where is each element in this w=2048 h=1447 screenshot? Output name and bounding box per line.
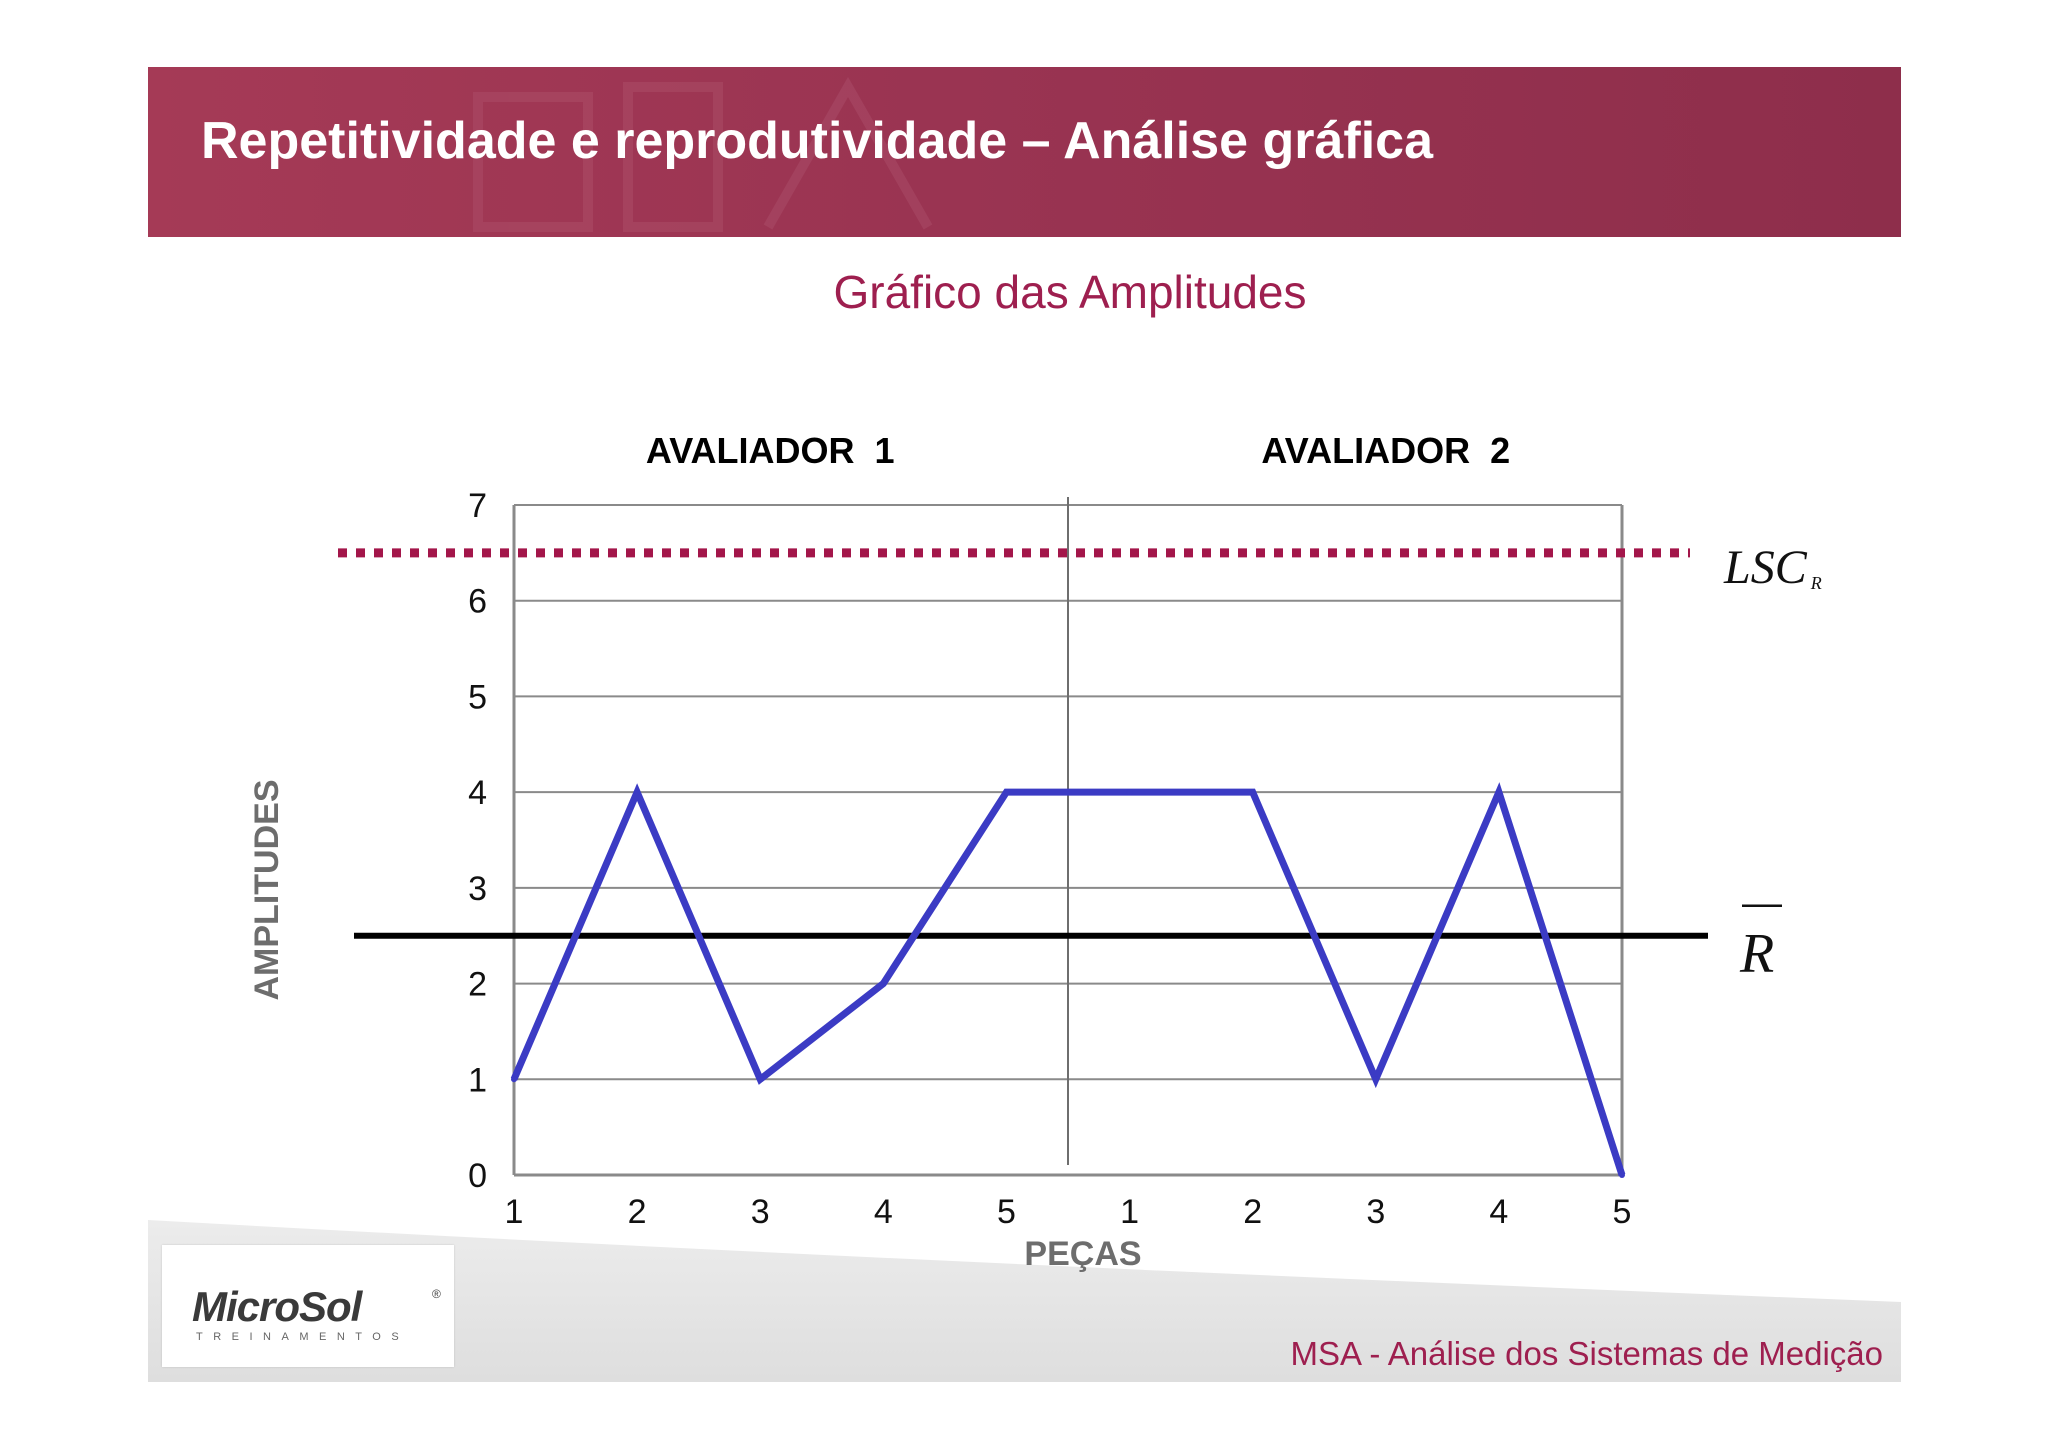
x-tick-label: 2 (628, 1193, 647, 1231)
y-tick-label: 3 (468, 870, 487, 908)
x-tick-label: 1 (1120, 1193, 1139, 1231)
y-tick-label: 0 (468, 1157, 487, 1195)
x-tick-label: 5 (997, 1193, 1016, 1231)
logo-name: MicroSol (192, 1283, 362, 1330)
logo-registered-mark: ® (432, 1287, 441, 1301)
x-tick-label: 3 (751, 1193, 770, 1231)
y-tick-label: 1 (468, 1061, 487, 1099)
footer-caption: MSA - Análise dos Sistemas de Medição (1290, 1335, 1883, 1372)
y-tick-label: 4 (468, 774, 487, 812)
data-point (1003, 789, 1010, 796)
group-label: AVALIADOR 2 (1261, 430, 1510, 471)
data-point (1126, 789, 1133, 796)
data-point (757, 1076, 764, 1083)
data-point (1495, 789, 1502, 796)
data-point (634, 789, 641, 796)
data-point (511, 1076, 517, 1083)
page-title: Repetitividade e reprodutividade – Análi… (201, 112, 1434, 170)
y-axis-label: AMPLITUDES (248, 780, 286, 1001)
x-tick-label: 4 (874, 1193, 893, 1231)
x-tick-label: 3 (1366, 1193, 1385, 1231)
header-watermark (473, 76, 933, 232)
x-tick-label: 1 (505, 1193, 524, 1231)
header-bar: Repetitividade e reprodutividade – Análi… (148, 67, 1901, 237)
group-label: AVALIADOR 1 (646, 430, 895, 471)
x-tick-label: 2 (1243, 1193, 1262, 1231)
data-point (1372, 1076, 1379, 1083)
y-tick-label: 2 (468, 966, 487, 1004)
data-point (880, 980, 887, 987)
series-line (510, 782, 1626, 1177)
logo: MicroSol ® TREINAMENTOS (162, 1245, 454, 1367)
x-tick-label: 5 (1613, 1193, 1632, 1231)
data-point (1249, 789, 1256, 796)
x-axis-label: PEÇAS (1024, 1235, 1141, 1273)
data-point (1619, 1172, 1625, 1178)
y-tick-label: 5 (468, 678, 487, 716)
y-tick-label: 6 (468, 583, 487, 621)
logo-tagline: TREINAMENTOS (196, 1331, 410, 1343)
mean-label: R (1739, 923, 1774, 985)
chart-title: Gráfico das Amplitudes (833, 266, 1307, 318)
y-tick-label: 7 (468, 487, 487, 525)
x-tick-label: 4 (1489, 1193, 1508, 1231)
ucl-label: LSC R (1723, 541, 1822, 594)
